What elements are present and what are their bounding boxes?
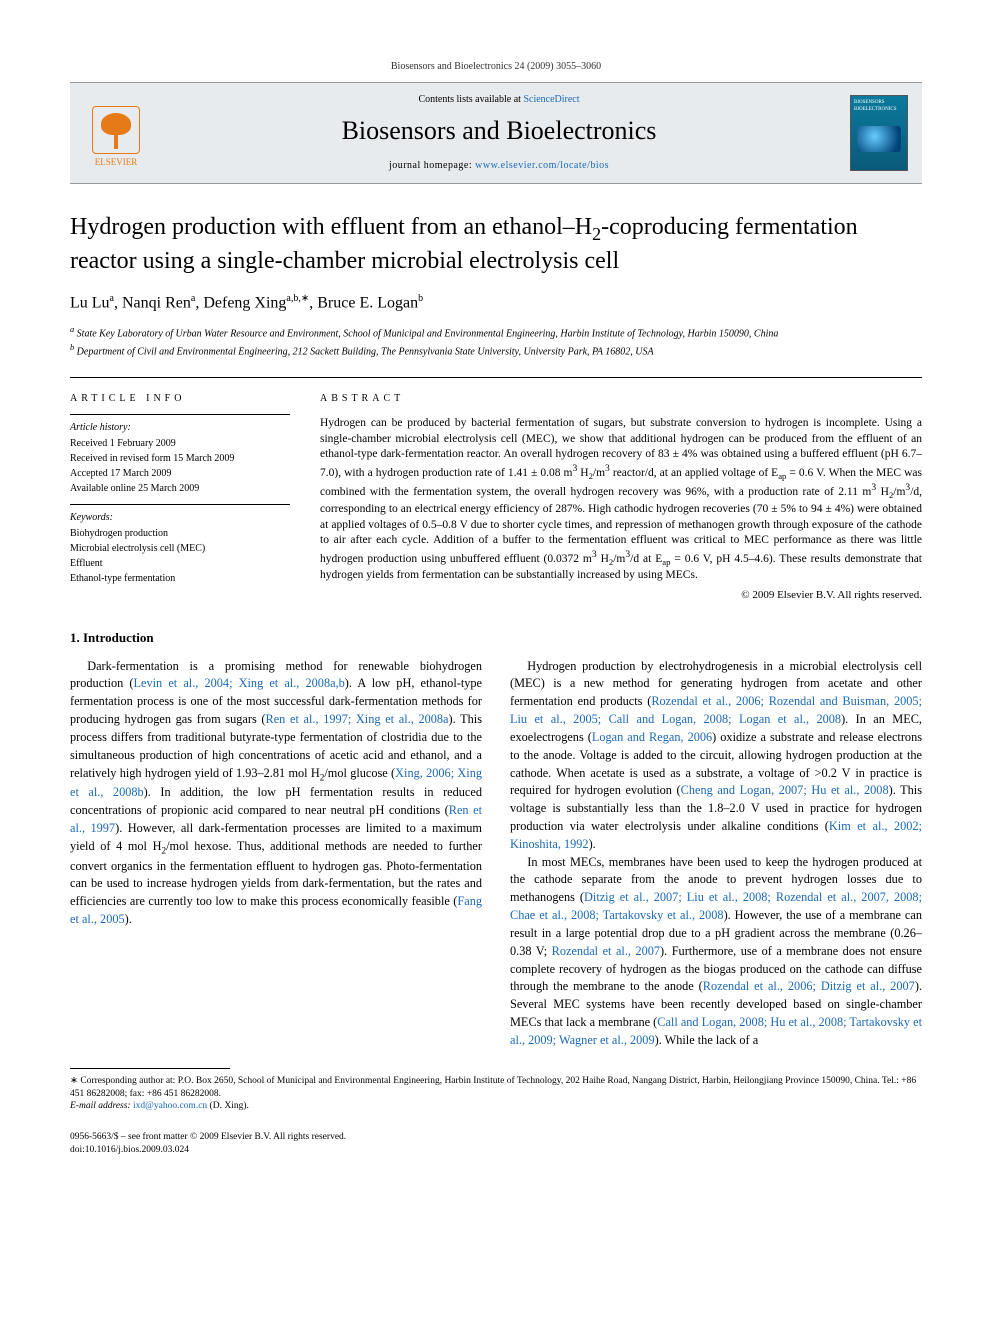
history-item: Available online 25 March 2009 <box>70 482 290 496</box>
email-footnote: E-mail address: ixd@yahoo.com.cn (D. Xin… <box>70 1100 922 1113</box>
intro-paragraph-1: Dark-fermentation is a promising method … <box>70 658 482 929</box>
info-abstract-row: article info Article history: Received 1… <box>70 377 922 603</box>
journal-homepage-line: journal homepage: www.elsevier.com/locat… <box>162 159 836 173</box>
article-history-list: Received 1 February 2009 Received in rev… <box>70 437 290 496</box>
front-matter-line: 0956-5663/$ – see front matter © 2009 El… <box>70 1131 922 1143</box>
abstract-column: abstract Hydrogen can be produced by bac… <box>320 392 922 603</box>
article-history-label: Article history: <box>70 421 290 435</box>
intro-paragraph-2: Hydrogen production by electrohydrogenes… <box>510 658 922 854</box>
abstract-text: Hydrogen can be produced by bacterial fe… <box>320 416 922 584</box>
elsevier-logo: ELSEVIER <box>84 98 148 168</box>
keywords-label: Keywords: <box>70 511 290 525</box>
footnote-separator <box>70 1068 230 1069</box>
journal-cover-thumbnail: BIOSENSORS BIOELECTRONICS <box>850 95 908 171</box>
info-divider <box>70 414 290 415</box>
running-header: Biosensors and Bioelectronics 24 (2009) … <box>70 60 922 74</box>
publisher-name: ELSEVIER <box>95 156 138 169</box>
doi-line: doi:10.1016/j.bios.2009.03.024 <box>70 1144 922 1156</box>
email-label: E-mail address: <box>70 1101 133 1111</box>
article-title: Hydrogen production with effluent from a… <box>70 212 922 275</box>
article-info-column: article info Article history: Received 1… <box>70 392 290 603</box>
info-divider <box>70 504 290 505</box>
homepage-prefix: journal homepage: <box>389 160 475 171</box>
sciencedirect-link[interactable]: ScienceDirect <box>523 94 579 105</box>
abstract-heading: abstract <box>320 392 922 406</box>
history-item: Accepted 17 March 2009 <box>70 467 290 481</box>
page-footer: 0956-5663/$ – see front matter © 2009 El… <box>70 1131 922 1156</box>
affiliations: a State Key Laboratory of Urban Water Re… <box>70 324 922 359</box>
abstract-copyright: © 2009 Elsevier B.V. All rights reserved… <box>320 588 922 603</box>
keyword-item: Effluent <box>70 557 290 571</box>
affiliation-a: a State Key Laboratory of Urban Water Re… <box>70 324 922 341</box>
corresponding-email-link[interactable]: ixd@yahoo.com.cn <box>133 1101 207 1111</box>
journal-title-banner: Biosensors and Bioelectronics <box>162 113 836 149</box>
keyword-item: Microbial electrolysis cell (MEC) <box>70 542 290 556</box>
keywords-list: Biohydrogen production Microbial electro… <box>70 527 290 586</box>
contents-prefix: Contents lists available at <box>418 94 523 105</box>
journal-header-banner: ELSEVIER Contents lists available at Sci… <box>70 82 922 184</box>
history-item: Received 1 February 2009 <box>70 437 290 451</box>
body-text-columns: Dark-fermentation is a promising method … <box>70 658 922 1050</box>
history-item: Received in revised form 15 March 2009 <box>70 452 290 466</box>
journal-homepage-link[interactable]: www.elsevier.com/locate/bios <box>475 160 609 171</box>
banner-center: Contents lists available at ScienceDirec… <box>162 93 836 173</box>
article-info-heading: article info <box>70 392 290 406</box>
section-1-heading: 1. Introduction <box>70 629 922 647</box>
contents-available-line: Contents lists available at ScienceDirec… <box>162 93 836 107</box>
keyword-item: Biohydrogen production <box>70 527 290 541</box>
author-list: Lu Lua, Nanqi Rena, Defeng Xinga,b,∗, Br… <box>70 292 922 315</box>
corresponding-author-footnote: ∗ Corresponding author at: P.O. Box 2650… <box>70 1075 922 1101</box>
keyword-item: Ethanol-type fermentation <box>70 572 290 586</box>
intro-paragraph-3: In most MECs, membranes have been used t… <box>510 854 922 1050</box>
affiliation-b: b Department of Civil and Environmental … <box>70 342 922 359</box>
footnotes: ∗ Corresponding author at: P.O. Box 2650… <box>70 1075 922 1113</box>
email-person: (D. Xing). <box>207 1101 249 1111</box>
elsevier-tree-icon <box>92 106 140 154</box>
journal-cover-label: BIOSENSORS BIOELECTRONICS <box>854 100 897 112</box>
